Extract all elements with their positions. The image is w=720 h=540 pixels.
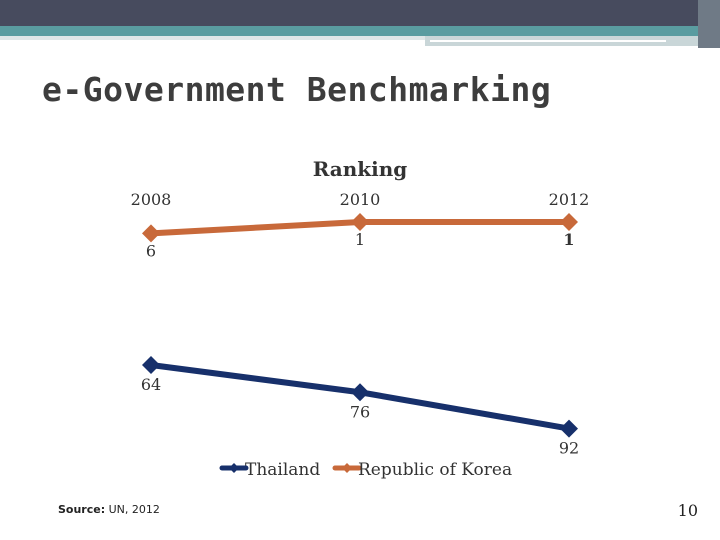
- header-dark-band: [0, 0, 720, 26]
- category-label-2008: 2008: [131, 190, 172, 209]
- header-teal-band: [0, 26, 720, 36]
- page-number: 10: [677, 501, 698, 520]
- data-label-republic-of-korea-2012: 1: [563, 230, 574, 249]
- header-corner-block: [698, 0, 720, 48]
- chart-title: Ranking: [313, 157, 408, 181]
- data-label-thailand-2012: 92: [559, 439, 579, 458]
- legend-swatch-marker-1: [342, 463, 352, 473]
- source-label: Source:: [58, 503, 106, 516]
- header-light-stripe: [0, 36, 425, 40]
- data-label-thailand-2008: 64: [141, 375, 161, 394]
- header-right-line: [430, 40, 666, 42]
- data-point-republic-of-korea-2010: [351, 213, 369, 231]
- slide-title: e-Government Benchmarking: [42, 70, 552, 109]
- source-note: Source: UN, 2012: [58, 503, 160, 516]
- data-label-thailand-2010: 76: [350, 402, 370, 421]
- data-label-republic-of-korea-2010: 1: [355, 230, 365, 249]
- legend-label-0: Thailand: [245, 460, 320, 480]
- legend-swatch-marker-0: [229, 463, 239, 473]
- legend-label-1: Republic of Korea: [358, 460, 512, 480]
- source-text: UN, 2012: [108, 503, 160, 516]
- data-point-thailand-2012: [560, 419, 578, 438]
- data-point-thailand-2008: [142, 356, 160, 375]
- data-point-thailand-2010: [351, 383, 369, 402]
- data-point-republic-of-korea-2012: [560, 213, 578, 231]
- data-label-republic-of-korea-2008: 6: [146, 241, 156, 260]
- category-label-2012: 2012: [549, 190, 590, 209]
- header-decoration-bar: [0, 0, 720, 48]
- data-point-republic-of-korea-2008: [142, 224, 160, 243]
- category-label-2010: 2010: [340, 190, 381, 209]
